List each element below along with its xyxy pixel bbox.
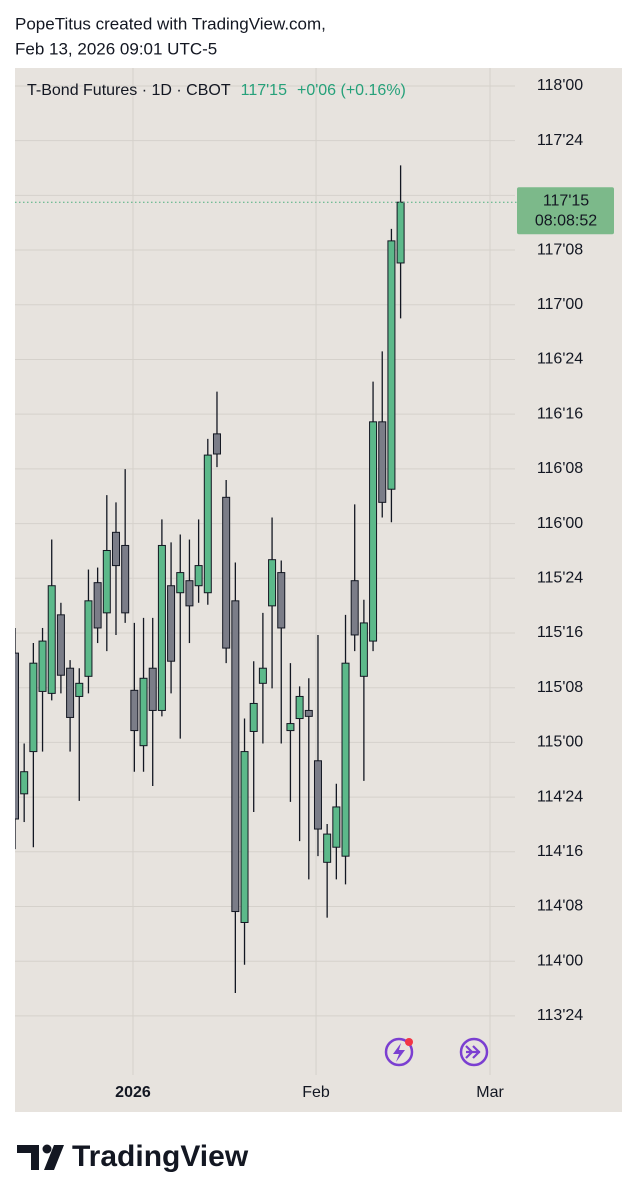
y-tick-label: 117'00 (537, 296, 583, 313)
down-candle-body (231, 600, 240, 913)
legend: T-Bond Futures · 1D · CBOT 117'15 +0'06 (+… (27, 82, 406, 99)
up-candle-body (75, 682, 84, 697)
up-candle-body (102, 549, 111, 614)
down-candle-body (148, 667, 157, 711)
down-candle-body (350, 580, 359, 636)
y-tick-label: 117'08 (537, 241, 583, 258)
y-tick-label: 113'24 (537, 1007, 583, 1024)
down-candle-body (212, 433, 221, 455)
y-tick-label: 117'24 (537, 132, 583, 149)
y-tick-label: 118'00 (537, 77, 583, 94)
up-candle-body (258, 667, 267, 684)
up-candle-body (268, 559, 277, 607)
down-candle-body (121, 544, 130, 614)
up-candle-body (323, 833, 332, 863)
up-candle-body (176, 572, 185, 594)
up-candle-body (194, 565, 203, 587)
y-tick-label: 115'24 (537, 570, 583, 587)
down-candle-body (56, 614, 65, 676)
up-candle-body (359, 622, 368, 677)
y-tick-label: 114'08 (537, 898, 583, 915)
down-candle-body (185, 580, 194, 607)
y-tick-label: 116'24 (537, 351, 583, 368)
axes: 113'24 114'00 114'08 114'16 114'24 115'00 115'… (15, 77, 614, 1101)
down-candle-body (66, 667, 75, 718)
down-candle-body (111, 531, 120, 567)
down-candle-body (167, 585, 176, 662)
y-tick-label: 115'16 (537, 624, 583, 641)
up-candle-body (240, 751, 249, 923)
y-tick-label: 115'00 (537, 734, 583, 751)
x-tick-label: 2026 (115, 1084, 151, 1101)
candles (15, 165, 405, 993)
last-price-label: 117'15 (543, 192, 589, 209)
up-candle-body (84, 600, 93, 677)
y-tick-label: 114'24 (537, 788, 583, 805)
y-tick-label: 114'00 (537, 952, 583, 969)
symbol-title: T-Bond Futures · 1D · CBOT (27, 82, 231, 99)
brand-name: TradingView (72, 1140, 249, 1173)
y-tick-label: 114'16 (537, 843, 583, 860)
up-candle-body (295, 695, 304, 720)
down-candle-body (15, 652, 19, 820)
x-tick-label: Mar (476, 1084, 504, 1101)
up-candle-body (369, 421, 378, 642)
last-price-badge (517, 187, 614, 235)
up-candle-body (157, 544, 166, 711)
down-candle-body (277, 572, 286, 629)
down-candle-body (222, 496, 231, 649)
down-candle-body (378, 421, 387, 503)
legend-change: +0'06 (+0.16%) (297, 82, 406, 99)
up-candle-body (20, 771, 29, 795)
author-line: PopeTitus created with TradingView.com, (15, 14, 326, 33)
legend-price: 117'15 (241, 82, 287, 99)
up-candle-body (387, 240, 396, 490)
down-candle-body (313, 760, 322, 830)
countdown: 08:08:52 (535, 212, 597, 229)
y-tick-label: 116'00 (537, 515, 583, 532)
go-to-realtime-button[interactable] (459, 1037, 489, 1067)
up-candle-body (203, 454, 212, 594)
x-tick-label: Feb (302, 1084, 330, 1101)
y-tick-label: 116'16 (537, 405, 583, 422)
up-candle-body (286, 723, 295, 732)
brand-logo (17, 1144, 64, 1170)
up-candle-body (139, 677, 148, 747)
up-candle-body (332, 806, 341, 848)
down-candle-body (93, 582, 102, 629)
y-tick-label: 116'08 (537, 460, 583, 477)
y-tick-label: 115'08 (537, 679, 583, 696)
up-candle-body (47, 585, 56, 694)
up-candle-body (249, 702, 258, 732)
up-candle-body (341, 662, 350, 857)
down-candle-body (304, 709, 313, 717)
up-candle-body (396, 201, 405, 264)
grid (15, 68, 515, 1075)
down-candle-body (130, 689, 139, 732)
up-candle-body (29, 662, 38, 753)
up-candle-body (38, 640, 47, 692)
lightning-button[interactable] (384, 1037, 414, 1067)
timestamp: Feb 13, 2026 09:01 UTC-5 (15, 39, 217, 58)
